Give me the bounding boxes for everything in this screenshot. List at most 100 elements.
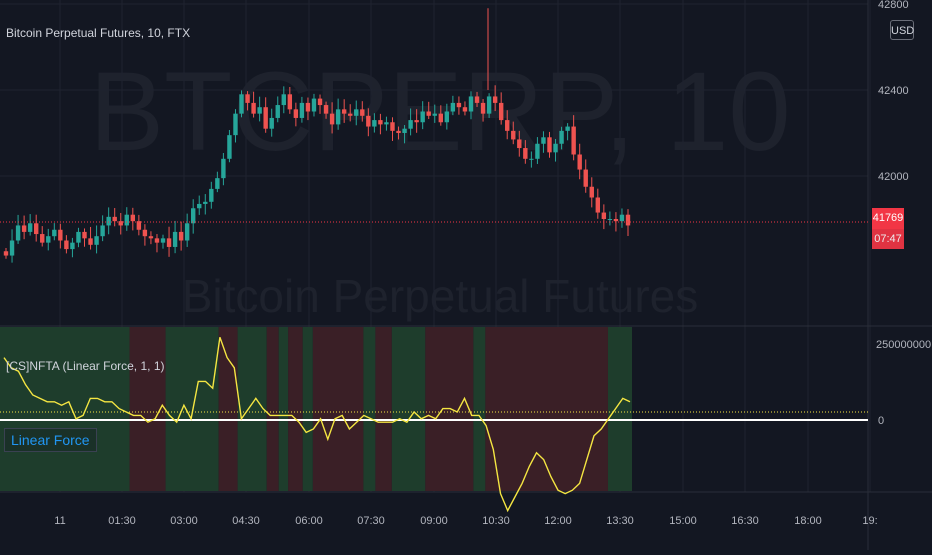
candle-body	[341, 109, 347, 114]
candle-body	[595, 197, 601, 213]
band-green	[0, 327, 130, 491]
band-red	[218, 327, 238, 491]
candle-body	[106, 216, 111, 226]
time-tick-label: 16:30	[731, 515, 759, 527]
candle-body	[112, 216, 117, 222]
candle-body	[76, 231, 81, 243]
candle-body	[613, 219, 619, 222]
candle-body	[82, 231, 87, 239]
candle-body	[529, 158, 534, 160]
symbol-watermark: BTCPERP, 10	[89, 49, 790, 174]
candle-body	[184, 223, 190, 241]
indicator-bands	[0, 327, 632, 491]
candle-body	[124, 214, 129, 226]
candle-body	[456, 102, 462, 108]
band-green	[391, 327, 426, 491]
time-tick-label: 11	[54, 515, 65, 527]
candle-body	[480, 102, 486, 114]
candlestick-series	[3, 8, 631, 263]
currency-button[interactable]: USD	[890, 20, 914, 40]
candle-body	[432, 113, 437, 116]
candle-body	[571, 126, 576, 155]
candle-body	[378, 120, 383, 125]
candle-body	[583, 169, 588, 187]
time-tick-label: 09:00	[420, 515, 448, 527]
band-green	[278, 327, 289, 491]
candle-body	[565, 126, 570, 131]
candle-body	[203, 201, 208, 204]
candle-body	[577, 154, 582, 170]
candle-body	[245, 94, 250, 103]
candle-body	[9, 240, 15, 256]
candle-body	[517, 139, 522, 149]
candle-body	[366, 115, 371, 127]
band-red	[375, 327, 392, 491]
candle-body	[160, 238, 166, 243]
candle-body	[287, 94, 293, 110]
indicator-tick-top: 250000000	[876, 339, 931, 351]
candle-body	[178, 231, 184, 241]
candle-body	[227, 135, 232, 159]
candle-body	[142, 229, 148, 237]
candle-body	[281, 94, 286, 106]
candle-body	[3, 251, 9, 256]
time-tick-label: 18:00	[794, 515, 822, 527]
candle-body	[317, 98, 323, 106]
band-red	[312, 327, 364, 491]
candle-body	[625, 214, 631, 226]
candle-body	[21, 225, 27, 232]
time-tick-label: 07:30	[357, 515, 385, 527]
candle-body	[172, 231, 178, 247]
indicator-legend: Linear Force	[4, 428, 97, 452]
candle-body	[511, 130, 516, 140]
candle-body	[486, 96, 492, 114]
candle-body	[444, 111, 450, 123]
band-red	[288, 327, 303, 491]
candle-body	[607, 219, 613, 220]
candle-body	[293, 109, 299, 118]
candle-body	[547, 137, 552, 153]
candle-body	[553, 143, 558, 153]
indicator-title[interactable]: [CS]NFTA (Linear Force, 1, 1)	[6, 359, 165, 373]
candle-body	[450, 102, 456, 112]
candle-body	[166, 238, 172, 247]
time-tick-label: 01:30	[108, 515, 136, 527]
price-tick-label: 42000	[878, 171, 909, 183]
candle-body	[209, 188, 214, 202]
candle-body	[33, 223, 39, 235]
candle-body	[305, 102, 311, 112]
candle-body	[154, 238, 160, 243]
candle-body	[384, 122, 389, 125]
candle-body	[27, 223, 33, 232]
candle-body	[462, 107, 468, 112]
time-tick-label: 10:30	[482, 515, 510, 527]
candle-body	[589, 186, 594, 198]
candle-body	[275, 105, 280, 118]
band-red	[485, 327, 608, 491]
candle-body	[402, 128, 407, 133]
candle-body	[619, 214, 625, 222]
candle-body	[221, 158, 226, 179]
chart-title[interactable]: Bitcoin Perpetual Futures, 10, FTX	[6, 26, 190, 40]
time-tick-label: 03:00	[170, 515, 198, 527]
candle-body	[130, 214, 136, 222]
candle-body	[523, 148, 528, 159]
candle-body	[492, 96, 498, 103]
time-tick-label: 15:00	[669, 515, 697, 527]
candle-body	[559, 130, 564, 144]
candle-body	[58, 229, 63, 241]
candle-body	[468, 96, 474, 112]
candle-body	[233, 113, 238, 136]
candle-body	[541, 137, 546, 144]
last-price-label: 41769	[872, 208, 904, 229]
candle-body	[64, 240, 69, 250]
candle-body	[438, 113, 443, 123]
candle-body	[329, 113, 335, 125]
candle-body	[269, 117, 274, 129]
price-tick-label: 42800	[878, 0, 909, 11]
candle-body	[323, 105, 329, 114]
candle-body	[414, 120, 419, 123]
band-green	[165, 327, 219, 491]
time-tick-label: 13:30	[606, 515, 634, 527]
